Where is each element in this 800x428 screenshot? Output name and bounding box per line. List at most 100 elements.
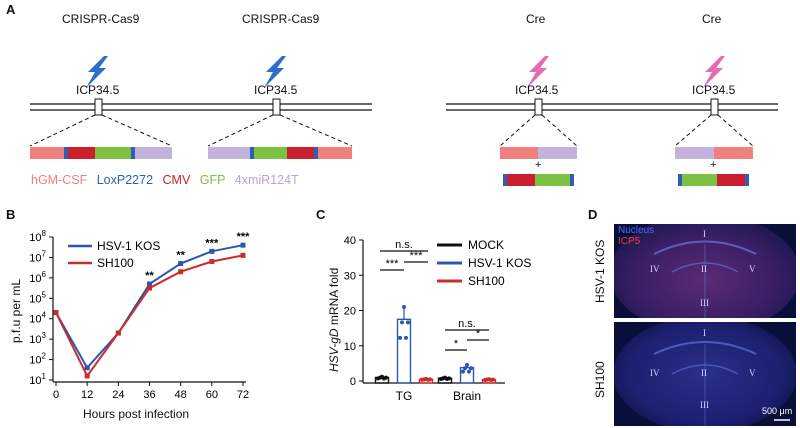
construct-2-mir xyxy=(208,147,250,159)
construct-4-cmv xyxy=(717,174,745,186)
chart-c-legend-label: HSV-1 KOS xyxy=(468,256,531,270)
chart-c-point xyxy=(404,335,408,340)
locus-box-1 xyxy=(94,98,103,116)
legend-icp5: ICP5 xyxy=(618,236,641,247)
chart-c-ylabel-rest: mRNA fold xyxy=(327,267,341,329)
scale-bar-label: 500 μm xyxy=(762,406,793,416)
chart-c-sig-tg-a-label: *** xyxy=(386,258,400,270)
chart-c-point xyxy=(384,375,388,380)
chart-c-point xyxy=(461,369,465,374)
label-locus-2: ICP34.5 xyxy=(254,83,298,97)
chart-c-point xyxy=(428,377,432,382)
construct-3-lox xyxy=(503,174,507,186)
construct-2-hgm xyxy=(318,147,352,159)
chart-b-legend-label: SH100 xyxy=(97,256,134,270)
label-crispr-2: CRISPR-Cas9 xyxy=(242,12,320,26)
chart-b-significance: ** xyxy=(145,270,154,282)
chart-c-category-label: Brain xyxy=(453,389,481,403)
region-label-i-b: I xyxy=(703,328,706,338)
microscopy-image-sh100: I II III IV V 500 μm xyxy=(614,322,796,426)
chart-c-point xyxy=(400,320,404,325)
chart-c-point xyxy=(491,377,495,382)
chart-c-sig-tg-ns-label: n.s. xyxy=(395,239,413,251)
chart-b-ytick-label: 107 xyxy=(29,249,46,264)
chart-c-point xyxy=(398,335,402,340)
chart-c-point xyxy=(467,369,471,374)
chart-b-ytick-label: 104 xyxy=(29,311,46,326)
plus-sign-1: + xyxy=(535,159,542,171)
microscopy-image-hsv1-kos: Nucleus ICP5 I II III IV V xyxy=(614,224,796,318)
construct-4-lox2 xyxy=(745,174,749,186)
construct-3-mir xyxy=(538,147,577,159)
row-label-hsv1-kos: HSV-1 KOS xyxy=(593,239,607,303)
lightning-icon-pink-2 xyxy=(703,56,725,88)
construct-legend: hGM-CSF LoxP2272 CMV GFP 4xmiR124T xyxy=(31,173,299,187)
panel-label-d: D xyxy=(588,207,598,222)
chart-c-sig-tg-b-label: *** xyxy=(410,250,424,262)
label-locus-1: ICP34.5 xyxy=(76,83,120,97)
chart-b-point xyxy=(178,269,184,275)
construct-2-lox xyxy=(250,147,254,159)
chart-b-xtick-label: 72 xyxy=(237,389,249,401)
construct-1-gfp xyxy=(95,147,131,159)
chart-c-ytick-label: 40 xyxy=(344,235,356,247)
construct-3-cmv xyxy=(507,174,535,186)
chart-b-point xyxy=(84,365,90,371)
chart-b-xtick-label: 60 xyxy=(206,389,218,401)
construct-2-cmv xyxy=(287,147,314,159)
lightning-icon-pink-1 xyxy=(527,56,549,88)
legend-4xmir124t: 4xmiR124T xyxy=(234,173,299,187)
legend-gfp: GFP xyxy=(199,173,226,187)
region-label-iii-b: III xyxy=(700,400,709,410)
construct-4-mir xyxy=(675,147,714,159)
chart-b-point xyxy=(84,373,90,379)
chart-b-ytick-label: 103 xyxy=(29,331,46,346)
legend-cmv: CMV xyxy=(162,173,191,187)
chart-c-ylabel-gene: HSV-gD xyxy=(327,328,341,372)
chart-b-point xyxy=(53,310,59,316)
locus-box-3 xyxy=(534,98,543,116)
chart-c-ytick-label: 30 xyxy=(344,270,356,282)
construct-1-hgm xyxy=(30,147,64,159)
region-label-iii: III xyxy=(700,298,709,308)
chart-c-point xyxy=(447,376,451,381)
chart-b-point xyxy=(240,252,246,258)
chart-b-xtick-label: 48 xyxy=(175,389,187,401)
chart-b-ytick-label: 108 xyxy=(29,229,46,244)
chart-b-point xyxy=(209,248,215,254)
chart-c-point xyxy=(465,362,469,367)
chart-b-significance: ** xyxy=(176,250,185,262)
region-label-i: I xyxy=(703,229,706,239)
chart-b-significance: *** xyxy=(205,237,219,249)
construct-4-gfp xyxy=(682,174,717,186)
label-cre-1: Cre xyxy=(526,12,546,26)
region-label-v: V xyxy=(749,264,756,274)
chart-b-xlabel: Hours post infection xyxy=(83,407,190,421)
region-label-v-b: V xyxy=(749,368,756,378)
construct-1-lox xyxy=(64,147,68,159)
construct-3-gfp xyxy=(535,174,570,186)
legend-hgm-csf: hGM-CSF xyxy=(31,173,88,187)
chart-c-sig-br-ns-label: n.s. xyxy=(458,318,476,330)
construct-4-hgm xyxy=(714,147,753,159)
region-label-ii-b: II xyxy=(701,368,707,378)
region-label-iv-b: IV xyxy=(650,368,660,378)
chart-c-sig-br-b-label: * xyxy=(476,328,481,340)
label-locus-3: ICP34.5 xyxy=(515,83,559,97)
chart-b-ytick-label: 106 xyxy=(29,270,46,285)
chart-b-ytick-label: 101 xyxy=(29,372,46,387)
locus-box-4 xyxy=(710,98,719,116)
chart-b-xtick-label: 12 xyxy=(81,389,93,401)
chart-c-category-label: TG xyxy=(396,389,413,403)
construct-2-lox2 xyxy=(314,147,318,159)
legend-nucleus: Nucleus xyxy=(618,225,655,236)
chart-b-point xyxy=(178,261,184,267)
chart-c-point xyxy=(469,366,473,371)
region-label-iv: IV xyxy=(650,264,660,274)
chart-c-bar xyxy=(396,318,412,384)
chart-b-ytick-label: 105 xyxy=(29,290,46,305)
label-cre-2: Cre xyxy=(702,12,722,26)
construct-2-gfp xyxy=(254,147,287,159)
panel-label-b: B xyxy=(6,207,16,222)
